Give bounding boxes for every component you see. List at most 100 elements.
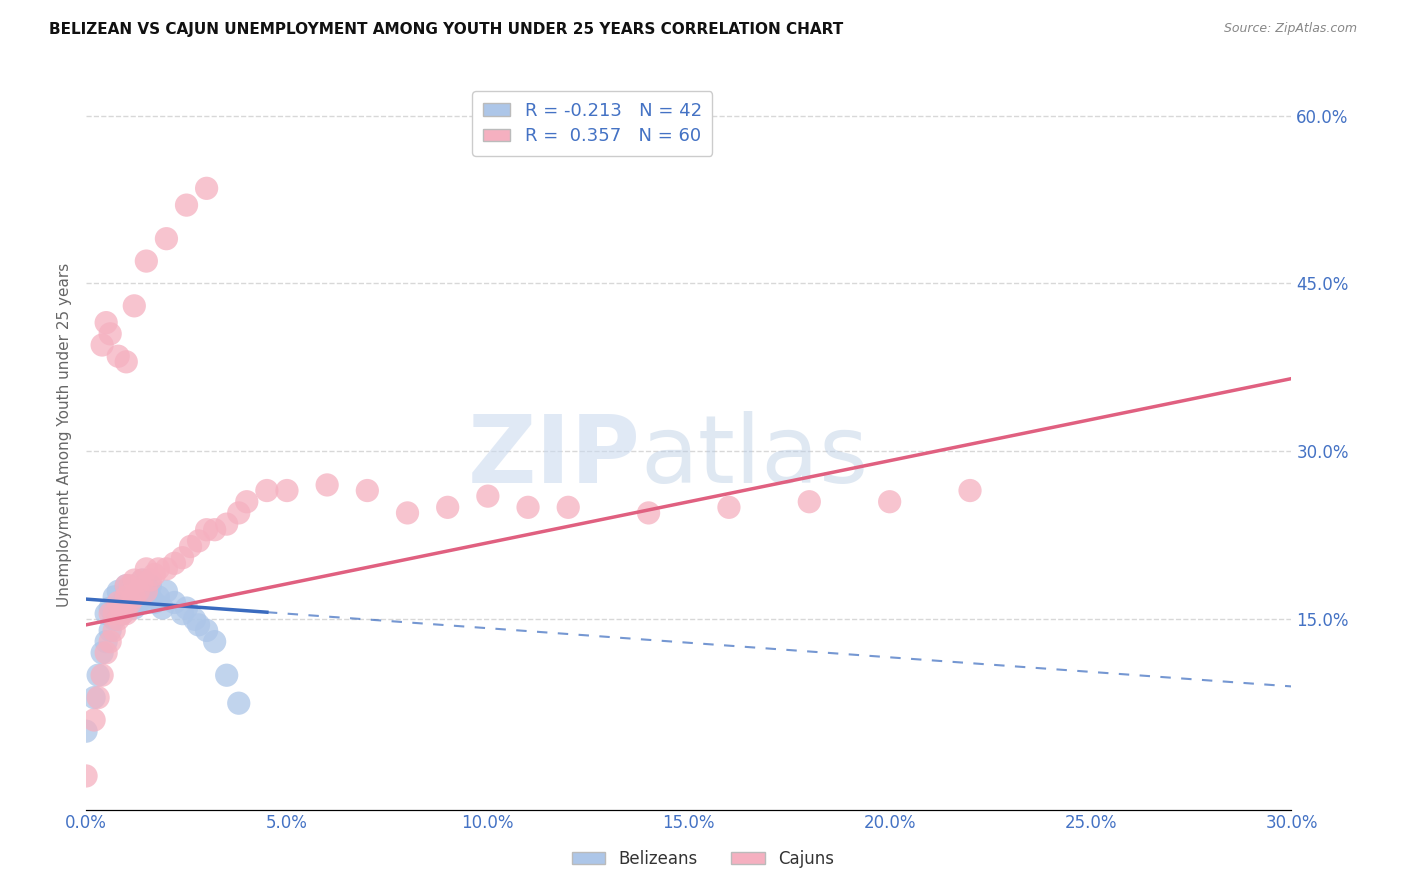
Point bbox=[107, 607, 129, 621]
Point bbox=[91, 646, 114, 660]
Point bbox=[228, 506, 250, 520]
Point bbox=[172, 607, 194, 621]
Point bbox=[215, 517, 238, 532]
Point bbox=[115, 607, 138, 621]
Point bbox=[163, 595, 186, 609]
Point bbox=[96, 607, 118, 621]
Point bbox=[115, 579, 138, 593]
Text: Source: ZipAtlas.com: Source: ZipAtlas.com bbox=[1223, 22, 1357, 36]
Point bbox=[256, 483, 278, 498]
Point bbox=[477, 489, 499, 503]
Point bbox=[124, 601, 146, 615]
Point bbox=[139, 579, 162, 593]
Point bbox=[396, 506, 419, 520]
Point bbox=[103, 590, 125, 604]
Point bbox=[87, 690, 110, 705]
Point bbox=[120, 579, 142, 593]
Point bbox=[195, 624, 218, 638]
Point bbox=[187, 533, 209, 548]
Point bbox=[127, 584, 149, 599]
Text: ZIP: ZIP bbox=[468, 411, 641, 503]
Point bbox=[436, 500, 458, 515]
Point bbox=[959, 483, 981, 498]
Point bbox=[637, 506, 659, 520]
Point bbox=[135, 254, 157, 268]
Point bbox=[148, 562, 170, 576]
Point bbox=[135, 562, 157, 576]
Point bbox=[176, 198, 198, 212]
Point bbox=[135, 579, 157, 593]
Point bbox=[143, 567, 166, 582]
Point bbox=[204, 523, 226, 537]
Point bbox=[111, 607, 134, 621]
Point bbox=[98, 624, 121, 638]
Point bbox=[107, 349, 129, 363]
Point bbox=[120, 595, 142, 609]
Point bbox=[276, 483, 298, 498]
Point bbox=[143, 595, 166, 609]
Point bbox=[356, 483, 378, 498]
Point bbox=[187, 618, 209, 632]
Point bbox=[75, 769, 97, 783]
Legend: R = -0.213   N = 42, R =  0.357   N = 60: R = -0.213 N = 42, R = 0.357 N = 60 bbox=[472, 91, 713, 156]
Point bbox=[127, 584, 149, 599]
Point bbox=[124, 299, 146, 313]
Point bbox=[103, 612, 125, 626]
Point bbox=[120, 595, 142, 609]
Point bbox=[96, 316, 118, 330]
Point bbox=[111, 595, 134, 609]
Point bbox=[98, 326, 121, 341]
Point bbox=[155, 232, 177, 246]
Point bbox=[124, 584, 146, 599]
Point bbox=[103, 607, 125, 621]
Point bbox=[180, 540, 202, 554]
Point bbox=[215, 668, 238, 682]
Text: BELIZEAN VS CAJUN UNEMPLOYMENT AMONG YOUTH UNDER 25 YEARS CORRELATION CHART: BELIZEAN VS CAJUN UNEMPLOYMENT AMONG YOU… bbox=[49, 22, 844, 37]
Point bbox=[139, 573, 162, 587]
Point bbox=[131, 590, 153, 604]
Point bbox=[195, 523, 218, 537]
Point bbox=[557, 500, 579, 515]
Point bbox=[163, 556, 186, 570]
Point bbox=[183, 612, 205, 626]
Point bbox=[96, 634, 118, 648]
Point bbox=[124, 590, 146, 604]
Point bbox=[195, 181, 218, 195]
Text: atlas: atlas bbox=[641, 411, 869, 503]
Point bbox=[148, 590, 170, 604]
Point bbox=[96, 646, 118, 660]
Point bbox=[236, 494, 259, 508]
Point bbox=[91, 668, 114, 682]
Point bbox=[176, 601, 198, 615]
Point bbox=[155, 562, 177, 576]
Y-axis label: Unemployment Among Youth under 25 years: Unemployment Among Youth under 25 years bbox=[58, 262, 72, 607]
Point bbox=[83, 713, 105, 727]
Point bbox=[75, 724, 97, 739]
Point bbox=[131, 573, 153, 587]
Point bbox=[115, 355, 138, 369]
Point bbox=[103, 624, 125, 638]
Point bbox=[98, 607, 121, 621]
Point bbox=[115, 590, 138, 604]
Point bbox=[879, 494, 901, 508]
Point bbox=[115, 601, 138, 615]
Point bbox=[131, 573, 153, 587]
Point bbox=[717, 500, 740, 515]
Point bbox=[155, 584, 177, 599]
Point bbox=[120, 584, 142, 599]
Point bbox=[517, 500, 540, 515]
Point bbox=[98, 601, 121, 615]
Point bbox=[127, 595, 149, 609]
Point bbox=[135, 595, 157, 609]
Legend: Belizeans, Cajuns: Belizeans, Cajuns bbox=[565, 844, 841, 875]
Point bbox=[204, 634, 226, 648]
Point bbox=[172, 550, 194, 565]
Point bbox=[98, 634, 121, 648]
Point bbox=[115, 579, 138, 593]
Point bbox=[107, 595, 129, 609]
Point bbox=[124, 573, 146, 587]
Point bbox=[139, 590, 162, 604]
Point bbox=[83, 690, 105, 705]
Point bbox=[152, 601, 174, 615]
Point bbox=[799, 494, 821, 508]
